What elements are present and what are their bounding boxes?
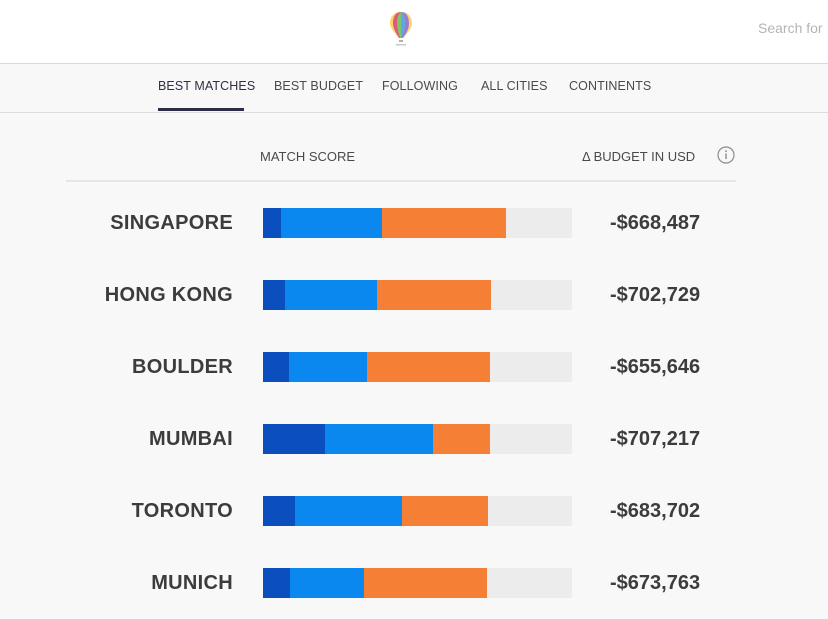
budget-value: -$702,729 xyxy=(610,284,701,306)
tab-continents[interactable]: CONTINENTS xyxy=(569,79,652,93)
match-segment-secondary xyxy=(290,568,364,598)
top-bar: Search for xyxy=(0,0,828,64)
match-segment-tertiary xyxy=(377,280,491,310)
city-name[interactable]: MUMBAI xyxy=(148,428,233,450)
match-segment-tertiary xyxy=(433,424,490,454)
budget-value: -$668,487 xyxy=(610,212,701,234)
tab-best-matches[interactable]: BEST MATCHES xyxy=(158,79,256,93)
tab-following[interactable]: FOLLOWING xyxy=(382,79,458,93)
budget-value: -$707,217 xyxy=(610,428,701,450)
city-name[interactable]: HONG KONG xyxy=(104,284,233,306)
match-segment-tertiary xyxy=(367,352,490,382)
match-segment-primary xyxy=(263,352,289,382)
match-segment-tertiary xyxy=(382,208,506,238)
city-row[interactable]: MUMBAI -$707,217 xyxy=(0,424,828,456)
match-score-bar xyxy=(263,568,572,598)
city-row[interactable]: BOULDER -$655,646 xyxy=(0,352,828,384)
hot-air-balloon-icon[interactable] xyxy=(389,11,413,47)
header-divider xyxy=(66,180,736,182)
tab-best-budget[interactable]: BEST BUDGET xyxy=(274,79,364,93)
match-segment-secondary xyxy=(281,208,382,238)
match-score-bar xyxy=(263,280,572,310)
match-segment-primary xyxy=(263,568,290,598)
budget-header: Δ BUDGET IN USD xyxy=(582,149,696,164)
match-score-bar xyxy=(263,352,572,382)
match-segment-primary xyxy=(263,424,325,454)
budget-value: -$655,646 xyxy=(610,356,701,378)
match-segment-tertiary xyxy=(402,496,488,526)
city-name[interactable]: SINGAPORE xyxy=(110,212,233,234)
city-row[interactable]: SINGAPORE -$668,487 xyxy=(0,208,828,240)
info-icon[interactable] xyxy=(717,146,735,164)
match-segment-secondary xyxy=(295,496,402,526)
match-score-bar xyxy=(263,424,572,454)
budget-value: -$673,763 xyxy=(610,572,701,594)
city-name[interactable]: MUNICH xyxy=(151,572,233,594)
city-name[interactable]: TORONTO xyxy=(131,500,233,522)
city-row[interactable]: HONG KONG -$702,729 xyxy=(0,280,828,312)
match-score-bar xyxy=(263,496,572,526)
city-row[interactable]: MUNICH -$673,763 xyxy=(0,568,828,600)
city-name[interactable]: BOULDER xyxy=(132,356,233,378)
match-segment-secondary xyxy=(285,280,377,310)
match-score-header: MATCH SCORE xyxy=(260,149,356,164)
tab-all-cities[interactable]: ALL CITIES xyxy=(481,79,548,93)
match-score-bar xyxy=(263,208,572,238)
active-tab-indicator xyxy=(158,108,244,111)
search-input[interactable]: Search for xyxy=(758,20,823,36)
match-segment-secondary xyxy=(325,424,433,454)
match-segment-secondary xyxy=(289,352,367,382)
tab-bar: BEST MATCHES BEST BUDGET FOLLOWING ALL C… xyxy=(0,64,828,113)
budget-value: -$683,702 xyxy=(610,500,701,522)
city-row[interactable]: TORONTO -$683,702 xyxy=(0,496,828,528)
match-segment-primary xyxy=(263,280,285,310)
match-segment-primary xyxy=(263,208,281,238)
match-segment-tertiary xyxy=(364,568,487,598)
match-segment-primary xyxy=(263,496,295,526)
